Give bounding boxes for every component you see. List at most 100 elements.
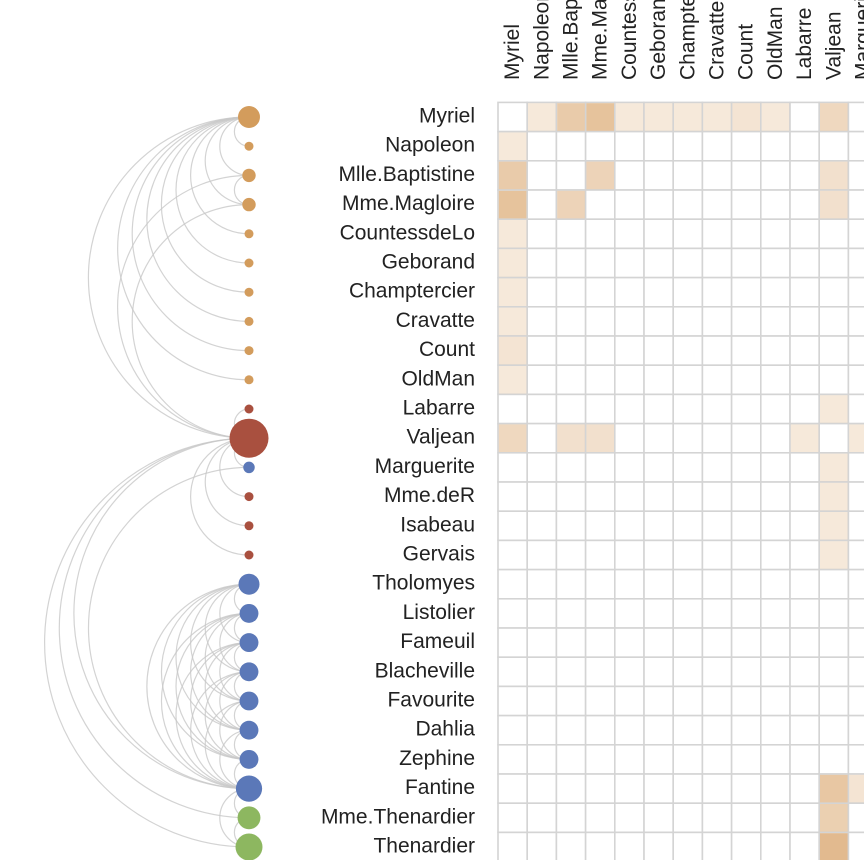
row-label: Listolier [403, 601, 475, 624]
link-arc [175, 642, 250, 790]
column-label: Cravatte [706, 1, 729, 80]
link-arc [87, 116, 250, 439]
column-label: Marguerite [852, 0, 864, 80]
node [237, 806, 261, 830]
matrix-cell [498, 366, 527, 394]
column-label-group: Mlle.Baptistine [560, 0, 583, 80]
column-label: Mme.Magloire [589, 0, 612, 80]
link-arc [131, 116, 250, 352]
matrix-cell [498, 249, 527, 277]
node [244, 316, 254, 326]
node [238, 106, 260, 128]
matrix-cell [820, 190, 848, 219]
node [242, 168, 256, 183]
matrix-cell [586, 103, 614, 131]
link-arc [160, 612, 250, 790]
link-arc [219, 116, 250, 176]
matrix-cell [820, 541, 848, 569]
matrix-cell [849, 774, 864, 803]
matrix-cell [732, 103, 760, 131]
link-arc [87, 466, 250, 790]
arcs [44, 116, 250, 848]
node [244, 287, 254, 297]
matrix-cell [586, 424, 614, 452]
link-arc [175, 583, 250, 731]
column-label: Labarre [793, 8, 816, 80]
column-label-group: Napoleon [530, 0, 553, 80]
row-label: Count [419, 338, 475, 361]
matrix-cell [615, 103, 644, 131]
link-arc [204, 116, 250, 206]
matrix-cell [557, 424, 585, 452]
node [244, 404, 254, 414]
node [244, 550, 254, 560]
link-arc [131, 204, 250, 439]
row-label: Favourite [387, 689, 475, 712]
matrix-cell [820, 453, 848, 482]
row-label: Marguerite [375, 455, 475, 478]
link-arc [190, 116, 250, 235]
matrix-cell [820, 161, 848, 190]
node [239, 603, 259, 623]
node [239, 633, 259, 653]
node [244, 521, 254, 531]
row-label: Mme.Thenardier [321, 805, 475, 828]
row-label: Myriel [419, 105, 475, 128]
link-arc [160, 116, 250, 293]
matrix-cell [498, 278, 527, 306]
row-label: Mlle.Baptistine [338, 163, 475, 186]
link-arc [117, 116, 250, 381]
matrix-cell [820, 804, 848, 832]
matrix-cell [820, 774, 848, 803]
row-label: Zephine [399, 747, 475, 770]
link-arc [204, 642, 250, 731]
link-arc [190, 437, 250, 556]
node [243, 461, 255, 474]
row-label: Napoleon [385, 134, 475, 157]
matrix-cell [790, 424, 819, 452]
matrix-cell [820, 482, 848, 511]
row-label: Mme.deR [384, 484, 475, 507]
column-label-group: Valjean [822, 12, 845, 81]
node [235, 775, 263, 802]
row-label: Blacheville [375, 659, 475, 682]
link-arc [219, 671, 250, 731]
node [235, 833, 263, 860]
row-label: Champtercier [349, 280, 475, 303]
row-label: Labarre [403, 397, 475, 420]
link-arc [190, 642, 250, 760]
matrix [497, 101, 864, 860]
link-arc [204, 671, 250, 760]
matrix-cell [498, 307, 527, 336]
matrix-cell [528, 103, 556, 131]
node [239, 749, 259, 769]
column-label-group: Mme.Magloire [589, 0, 612, 80]
column-label: OldMan [764, 6, 787, 80]
matrix-cell [498, 336, 527, 365]
matrix-cell [849, 424, 864, 452]
column-label-group: Geborand [647, 0, 670, 80]
row-label: Valjean [407, 426, 476, 449]
row-label: Cravatte [396, 309, 475, 332]
matrix-cell [498, 220, 527, 248]
link-arc [190, 671, 250, 790]
row-label: CountessdeLo [340, 221, 475, 244]
column-label: Myriel [501, 24, 524, 80]
column-label: Count [735, 24, 758, 80]
link-arc [58, 437, 250, 819]
matrix-cell [644, 103, 673, 131]
row-label: Tholomyes [372, 572, 475, 595]
column-label: Mlle.Baptistine [560, 0, 583, 80]
node [244, 346, 254, 356]
node [244, 492, 254, 502]
matrix-cell [557, 103, 585, 131]
link-arc [219, 700, 250, 760]
link-arc [73, 437, 250, 790]
row-label: Thenardier [373, 835, 475, 858]
link-arc [175, 612, 250, 760]
node [244, 375, 254, 385]
column-label-group: Marguerite [852, 0, 864, 80]
matrix-cell [674, 103, 702, 131]
node [244, 258, 254, 268]
column-label-group: Labarre [793, 8, 816, 80]
